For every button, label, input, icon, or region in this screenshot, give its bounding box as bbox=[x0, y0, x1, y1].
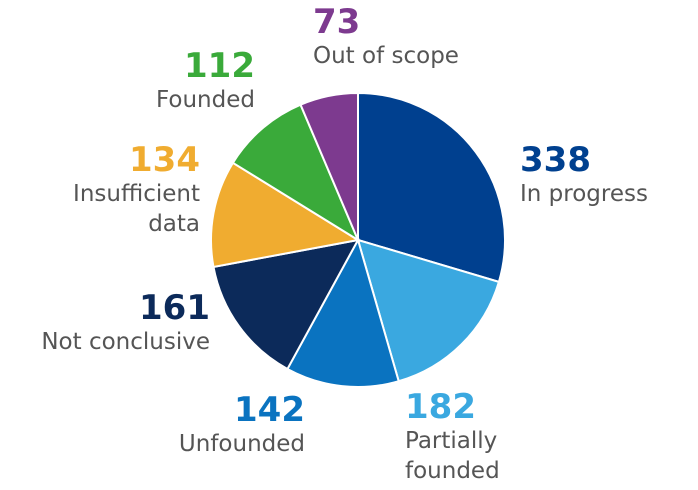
pie-slice bbox=[299, 91, 359, 241]
slice-label: 142 Unfounded bbox=[135, 391, 305, 459]
slice-label: 161 Not conclusive bbox=[10, 289, 210, 357]
pie-slice bbox=[356, 238, 501, 383]
value-label: 338 bbox=[520, 140, 591, 180]
pie-slice bbox=[231, 103, 361, 243]
slice-label: 73 Out of scope bbox=[313, 3, 493, 71]
pie-slice bbox=[210, 161, 361, 269]
slice-label: 112 Founded bbox=[105, 47, 255, 115]
category-label: Out of scope bbox=[313, 43, 459, 69]
category-label: Founded bbox=[156, 87, 255, 113]
value-label: 142 bbox=[234, 390, 305, 430]
value-label: 73 bbox=[313, 2, 361, 42]
pie-slice bbox=[286, 237, 400, 388]
category-label: In progress bbox=[520, 181, 648, 207]
category-label: Not conclusive bbox=[41, 329, 210, 355]
category-label: Partially founded bbox=[405, 428, 500, 484]
pie-slice bbox=[357, 91, 506, 284]
value-label: 182 bbox=[405, 387, 476, 427]
slice-label: 182 Partially founded bbox=[405, 388, 515, 486]
value-label: 112 bbox=[184, 46, 255, 86]
slice-label: 134 Insufficient data bbox=[50, 141, 200, 239]
category-label: Unfounded bbox=[178, 431, 305, 457]
slice-label: 338 In progress bbox=[520, 141, 690, 209]
value-label: 161 bbox=[139, 288, 210, 328]
pie-slice bbox=[212, 238, 360, 371]
value-label: 134 bbox=[129, 140, 200, 180]
category-label: Insufficient data bbox=[73, 181, 200, 237]
